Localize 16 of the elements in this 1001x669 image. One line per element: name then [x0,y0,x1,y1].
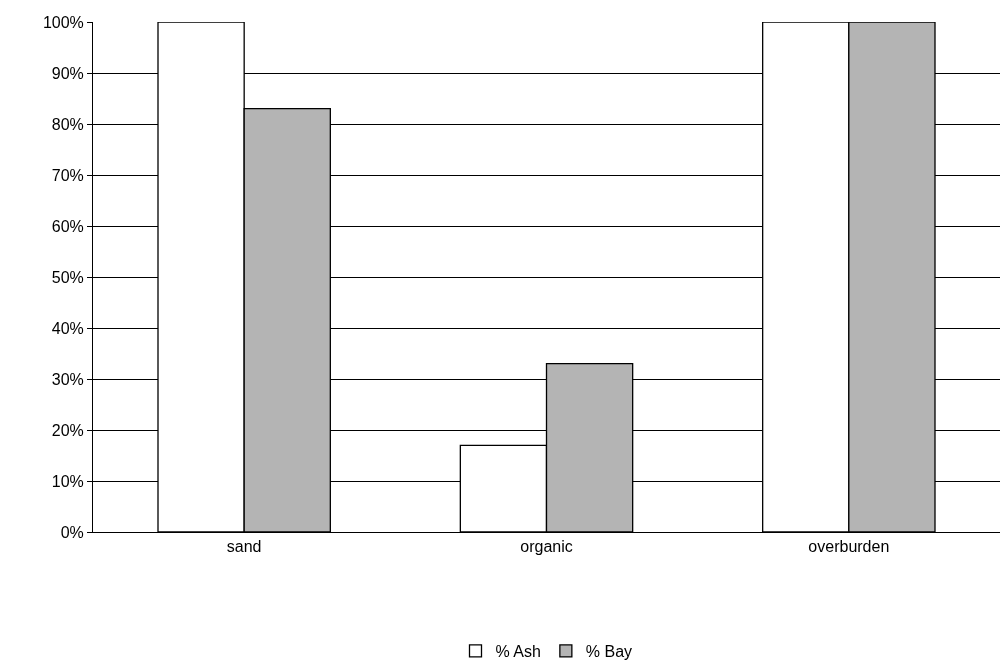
legend-label: % Ash [495,643,541,661]
x-tick-label: overburden [808,538,890,556]
y-tick-label: 0% [60,523,84,541]
y-tick-label: 100% [42,13,84,31]
y-tick-label: 80% [51,115,84,133]
y-tick-label: 40% [51,319,84,337]
x-tick-label: sand [226,538,262,556]
y-tick-label: 50% [51,268,84,286]
x-tick-label: organic [520,538,573,556]
y-tick-label: 10% [51,472,84,490]
y-tick-label: 90% [51,64,84,82]
y-tick-label: 20% [51,421,84,439]
legend-label: % Bay [585,643,633,661]
y-tick-label: 60% [51,217,84,235]
y-tick-label: 30% [51,370,84,388]
y-tick-label: 70% [51,166,84,184]
